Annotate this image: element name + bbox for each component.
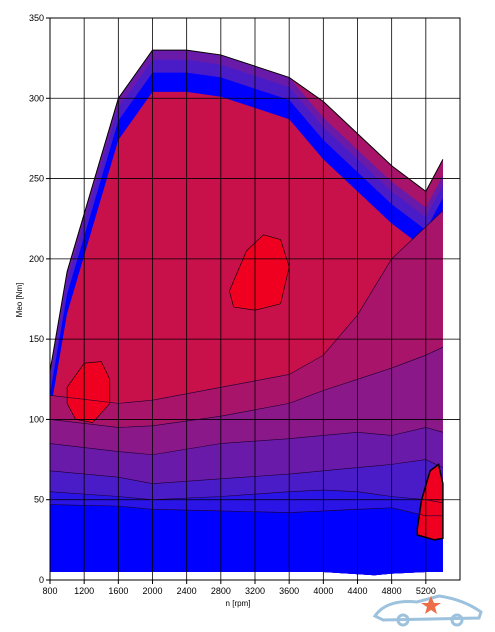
contour-band-level-1 [50, 504, 443, 576]
x-tick-label: 800 [42, 586, 57, 596]
contour-band-rim-4 [50, 50, 443, 372]
y-tick-label: 150 [29, 334, 44, 344]
x-tick-label: 1600 [108, 586, 128, 596]
y-tick-label: 250 [29, 174, 44, 184]
x-tick-label: 4000 [313, 586, 333, 596]
y-tick-label: 200 [29, 254, 44, 264]
x-tick-label: 4800 [382, 586, 402, 596]
x-axis-title: n [rpm] [226, 599, 251, 608]
max-torque-curve [50, 49, 444, 372]
y-axis-ticks: 0 50 100 150 200 250 300 350 [29, 13, 50, 585]
contour-line-level-3 [50, 459, 444, 484]
contour-line-level-2 [50, 489, 443, 504]
contour-island-3 [416, 463, 444, 541]
y-tick-label: 50 [34, 495, 44, 505]
x-axis-ticks: 800 1200 1600 2000 2400 2800 3200 3600 4000 4400 4… [42, 580, 436, 596]
x-tick-label: 5200 [416, 586, 436, 596]
contour-line-level-4 [50, 427, 443, 456]
y-tick-label: 350 [29, 13, 44, 23]
x-tick-label: 2800 [211, 586, 231, 596]
contour-island-1 [66, 361, 111, 423]
y-axis-title: Meo [Nm] [15, 283, 24, 318]
contour-line-level-5 [50, 346, 444, 428]
x-tick-label: 3600 [279, 586, 299, 596]
x-tick-label: 2000 [142, 586, 162, 596]
y-tick-label: 0 [39, 575, 44, 585]
x-tick-label: 3200 [245, 586, 265, 596]
x-tick-label: 2400 [177, 586, 197, 596]
contour-line-level-6 [50, 210, 444, 404]
contour-line-layer [50, 49, 444, 517]
contour-line-level-1 [50, 504, 443, 517]
x-tick-label: 1200 [74, 586, 94, 596]
y-tick-label: 300 [29, 93, 44, 103]
car-logo-watermark [372, 594, 483, 627]
y-tick-label: 100 [29, 414, 44, 424]
contour-fill-layer [50, 50, 444, 576]
x-tick-label: 4400 [347, 586, 367, 596]
